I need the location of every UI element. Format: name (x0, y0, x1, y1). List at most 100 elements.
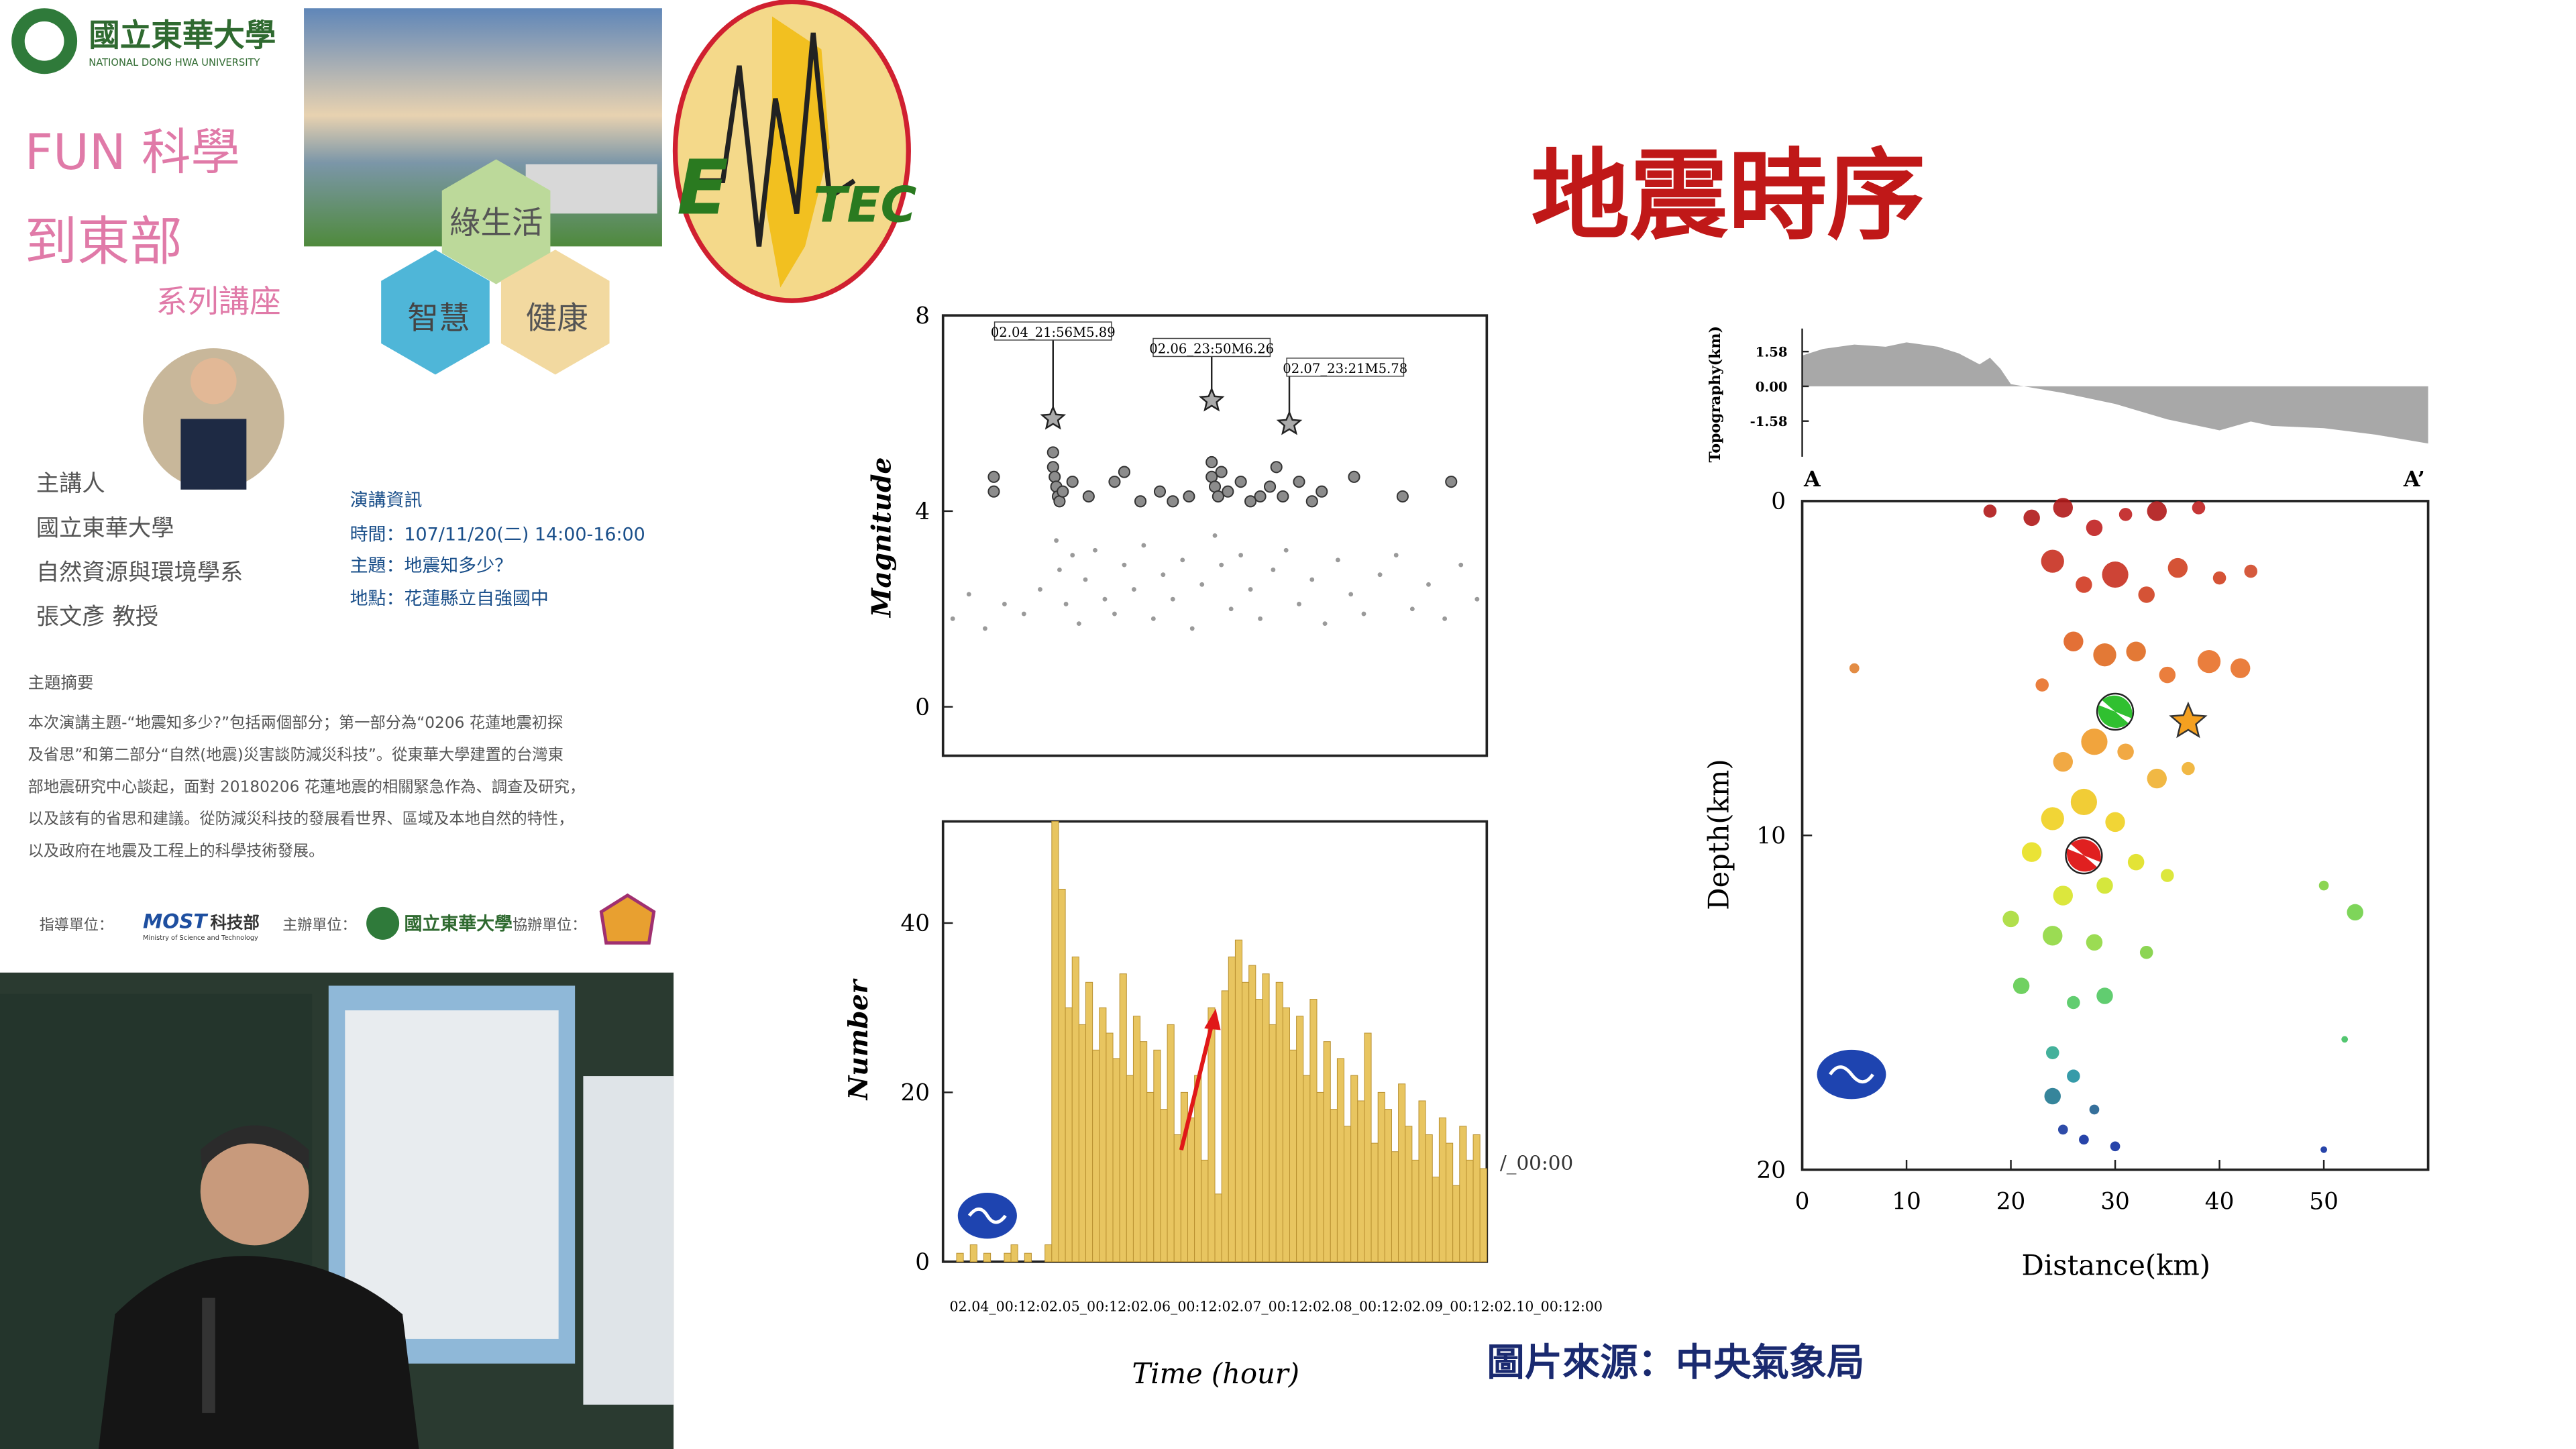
y-tick-label: 0.00 (1756, 379, 1788, 394)
large-event (1293, 476, 1305, 488)
count-bar (1132, 1016, 1141, 1263)
university-name-en: NATIONAL DONG HWA UNIVERSITY (89, 57, 260, 68)
large-event (1167, 495, 1179, 508)
hypocenter (2067, 1069, 2080, 1083)
small-event (1189, 626, 1195, 631)
talk-info-heading: 演講資訊 (350, 490, 423, 511)
abstract-line: 以及該有的省思和建議。從防減災科技的發展看世界、區域及本地自然的特性， (28, 810, 574, 828)
y-tick-label: 20 (1756, 1157, 1786, 1184)
focal-mechanism-quadrant (2067, 849, 2097, 872)
small-event (1122, 562, 1127, 568)
large-event (1046, 446, 1059, 459)
annotation-label: 02.06_23:50M6.26 (1149, 341, 1274, 357)
topography-area (1802, 342, 2428, 444)
small-event (1170, 596, 1175, 602)
hypocenter (2126, 641, 2146, 661)
speaker-name: 張文彥 教授 (36, 604, 158, 631)
small-event (1458, 562, 1464, 568)
count-bar (1452, 1185, 1460, 1263)
abstract-line: 部地震研究中心談起，面對 20180206 花蓮地震的相關緊急作為、調查及研究， (28, 777, 586, 796)
hypocenter (2093, 643, 2116, 667)
large-event (1153, 485, 1167, 498)
abstract-line: 及省思”和第二部分“自然(地震)災害談防減災科技”。從東華大學建置的台灣東 (28, 746, 564, 764)
x-axis-label: Distance(km) (2022, 1248, 2211, 1281)
count-bar (1085, 981, 1093, 1263)
small-event (1393, 553, 1399, 557)
small-event (1426, 582, 1431, 587)
count-bar (1364, 1032, 1372, 1263)
annotation-label: 02.07_23:21M5.78 (1283, 361, 1407, 376)
hypocenter (2023, 509, 2040, 527)
hypocenter (2086, 519, 2103, 537)
hypocenter (2117, 743, 2134, 760)
large-event (1183, 490, 1195, 503)
count-bar (1004, 1252, 1012, 1263)
magnitude-frame (941, 314, 1489, 757)
sponsor-organizer: 國立東華大學 (404, 913, 513, 934)
hypocenter (2244, 564, 2258, 578)
small-event (1063, 602, 1069, 606)
hypocenter (2070, 788, 2097, 816)
count-bar (1323, 1041, 1331, 1263)
count-bar (1289, 1049, 1297, 1263)
count-bar (1024, 1252, 1032, 1263)
speaker-photo (143, 348, 284, 490)
speaker-photo (180, 419, 247, 490)
hypocenter (2081, 729, 2108, 755)
y-tick-label: 0 (915, 1249, 930, 1276)
series-title: FUN 科學 (25, 124, 240, 181)
small-event (1002, 602, 1007, 606)
x-axis-label: Time (hour) (1132, 1357, 1299, 1390)
profile-label: A (1803, 466, 1821, 492)
small-event (1021, 611, 1026, 616)
large-event (987, 485, 1000, 498)
count-bar (1384, 1109, 1392, 1263)
hypocenter (2320, 1146, 2327, 1153)
count-bar (1466, 1159, 1474, 1263)
count-bar (1371, 1142, 1379, 1263)
small-event (1141, 543, 1146, 548)
abstract-line: 本次演講主題-“地震知多少?”包括兩個部分；第一部分為“0206 花蓮地震初探 (28, 714, 564, 732)
poster (583, 1076, 674, 1405)
large-event (1118, 466, 1130, 478)
small-event (1409, 606, 1415, 612)
large-event (1254, 490, 1267, 503)
count-bar (956, 1252, 964, 1263)
small-event (1219, 562, 1224, 568)
large-event (1277, 490, 1289, 503)
small-event (1258, 616, 1263, 621)
annotation-label: 02.04_21:56M5.89 (991, 325, 1116, 340)
small-event (1361, 611, 1366, 616)
speaker-department: 自然資源與環境學系 (36, 559, 243, 586)
large-event (1049, 470, 1061, 483)
sponsor-label: 主辦單位： (282, 917, 356, 934)
speaker-affiliation: 國立東華大學 (36, 515, 174, 541)
hypocenter (2002, 910, 2019, 928)
count-bar (1071, 956, 1079, 1263)
x-tick-label: 10 (1892, 1188, 1921, 1215)
y-tick-label: 4 (915, 498, 930, 525)
large-event (1316, 485, 1328, 498)
hypocenter (2139, 945, 2153, 959)
small-event (1150, 616, 1156, 621)
small-event (1283, 547, 1289, 553)
hypocenter (1849, 663, 1860, 674)
large-event (1046, 461, 1059, 474)
sponsor-label: 指導單位： (40, 917, 113, 934)
count-bar (1051, 821, 1059, 1263)
count-bar (1242, 981, 1250, 1263)
hexagon (500, 250, 610, 375)
x-tick-label: 30 (2100, 1188, 2130, 1215)
hypocenter (2212, 571, 2226, 585)
count-bar (1221, 990, 1229, 1263)
x-tick-labels: 02.04_00:12:02.05_00:12:02.06_00:12:02.0… (950, 1298, 1603, 1314)
small-event (1377, 572, 1383, 578)
count-bar (1282, 1007, 1290, 1263)
hexagon-label: 健康 (526, 300, 588, 336)
focal-mechanism-quadrant (2070, 839, 2101, 863)
count-bar (1303, 1075, 1311, 1263)
hypocenter (2076, 576, 2092, 593)
small-event (983, 626, 987, 631)
speaker-video (200, 1125, 309, 1170)
large-event (1244, 495, 1257, 508)
